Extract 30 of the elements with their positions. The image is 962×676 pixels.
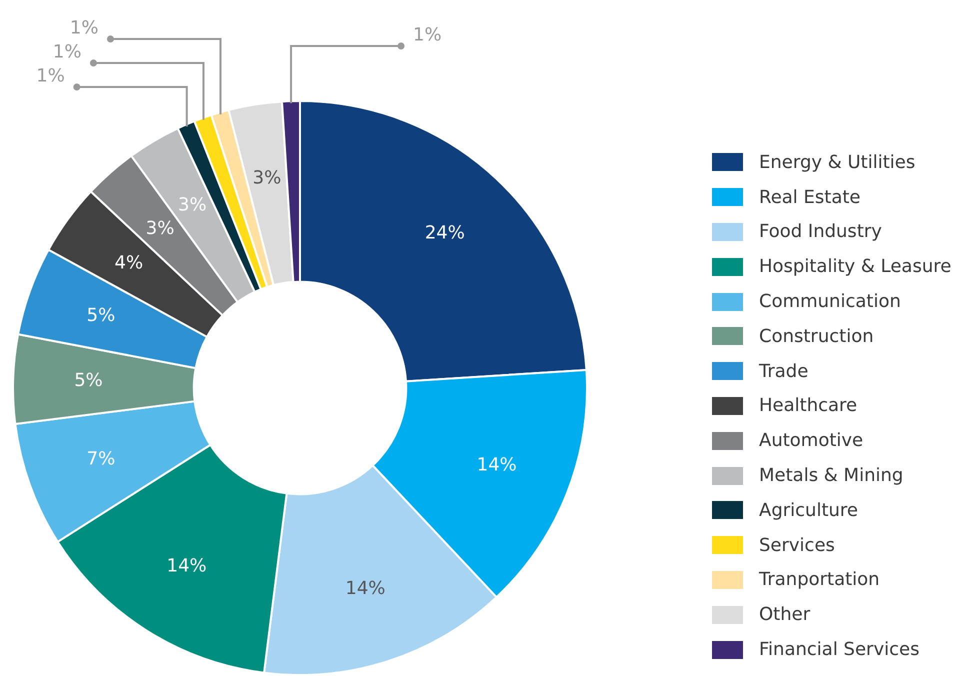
data-label: 3% [146, 218, 174, 239]
data-label: 24% [424, 222, 465, 244]
data-label: 14% [476, 454, 517, 476]
data-label: 7% [86, 448, 116, 470]
data-label: 5% [74, 370, 103, 392]
data-label: 14% [166, 555, 207, 576]
legend-label: Food Industry [759, 221, 882, 242]
legend-label: Other [759, 604, 810, 626]
data-label: 5% [86, 304, 116, 326]
data-label: 1% [70, 18, 98, 39]
legend-label: Energy & Utilities [759, 152, 916, 173]
legend-label: Construction [759, 326, 874, 347]
data-label: 1% [413, 24, 442, 46]
data-label: 1% [52, 42, 82, 63]
data-label: 4% [114, 252, 144, 274]
data-label: 3% [178, 194, 207, 216]
legend-label: Financial Services [759, 639, 920, 660]
legend-label: Healthcare [759, 395, 858, 416]
legend-label: Communication [759, 291, 901, 312]
legend-label: Real Estate [759, 186, 860, 208]
legend-label: Metals & Mining [759, 465, 904, 486]
data-label: 14% [345, 578, 386, 599]
legend-label: Hospitality & Leasure [759, 256, 952, 278]
legend-label: Automotive [759, 430, 864, 452]
data-label: 1% [36, 66, 65, 87]
legend-label: Agriculture [759, 500, 858, 521]
legend-label: Tranportation [759, 569, 880, 590]
legend-label: Services [759, 534, 835, 556]
legend-label: Trade [759, 360, 808, 382]
data-label: 3% [252, 168, 282, 189]
